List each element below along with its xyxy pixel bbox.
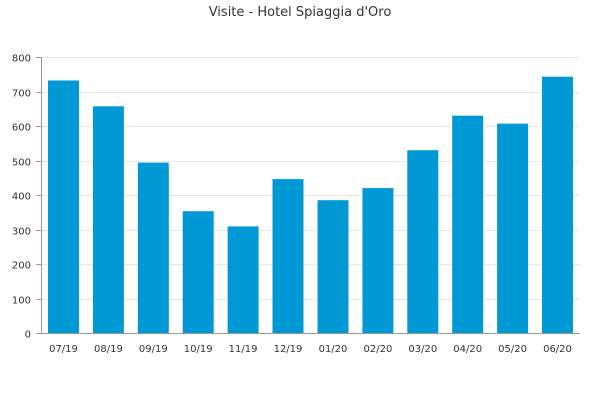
bar-11-19	[227, 226, 259, 333]
x-tick-label: 10/19	[184, 344, 213, 355]
bar-09-19	[137, 162, 169, 333]
bar-07-19	[48, 80, 79, 333]
x-tick-label: 07/19	[49, 344, 78, 355]
x-tick-label: 01/20	[319, 344, 348, 355]
x-tick-label: 06/20	[543, 344, 572, 355]
bar-12-19	[272, 179, 304, 333]
y-tick-label: 300	[12, 227, 31, 238]
y-tick-labels: 0 100 200 300 400 500 600 700 800	[12, 54, 31, 341]
bar-05-20	[497, 123, 529, 333]
bar-10-19	[182, 211, 214, 333]
bar-03-20	[407, 150, 439, 333]
y-tick-label: 100	[12, 296, 31, 307]
x-tick-label: 05/20	[498, 344, 527, 355]
bars	[48, 76, 573, 333]
y-tick-label: 200	[12, 261, 31, 272]
x-tick-label: 03/20	[408, 344, 437, 355]
x-tick-label: 04/20	[453, 344, 482, 355]
y-tick-label: 500	[12, 158, 31, 169]
bar-01-20	[317, 200, 349, 333]
chart-title: Visite - Hotel Spiaggia d'Oro	[209, 5, 392, 20]
y-tick-label: 800	[12, 54, 31, 65]
axes	[36, 57, 580, 334]
y-tick-label: 600	[12, 123, 31, 134]
bar-08-19	[92, 106, 124, 333]
bar-02-20	[362, 188, 394, 333]
bar-04-20	[452, 115, 484, 333]
x-tick-label: 12/19	[274, 344, 303, 355]
x-tick-label: 11/19	[229, 344, 258, 355]
x-tick-label: 08/19	[94, 344, 123, 355]
y-tick-label: 400	[12, 192, 31, 203]
y-tick-label: 0	[25, 330, 31, 341]
x-tick-label: 09/19	[139, 344, 168, 355]
bar-06-20	[542, 76, 573, 333]
gridlines	[41, 57, 580, 300]
x-tick-label: 02/20	[363, 344, 392, 355]
x-tick-labels: 07/19 08/19 09/19 10/19 11/19 12/19 01/20 02/20…	[49, 344, 572, 355]
y-tick-label: 700	[12, 89, 31, 100]
